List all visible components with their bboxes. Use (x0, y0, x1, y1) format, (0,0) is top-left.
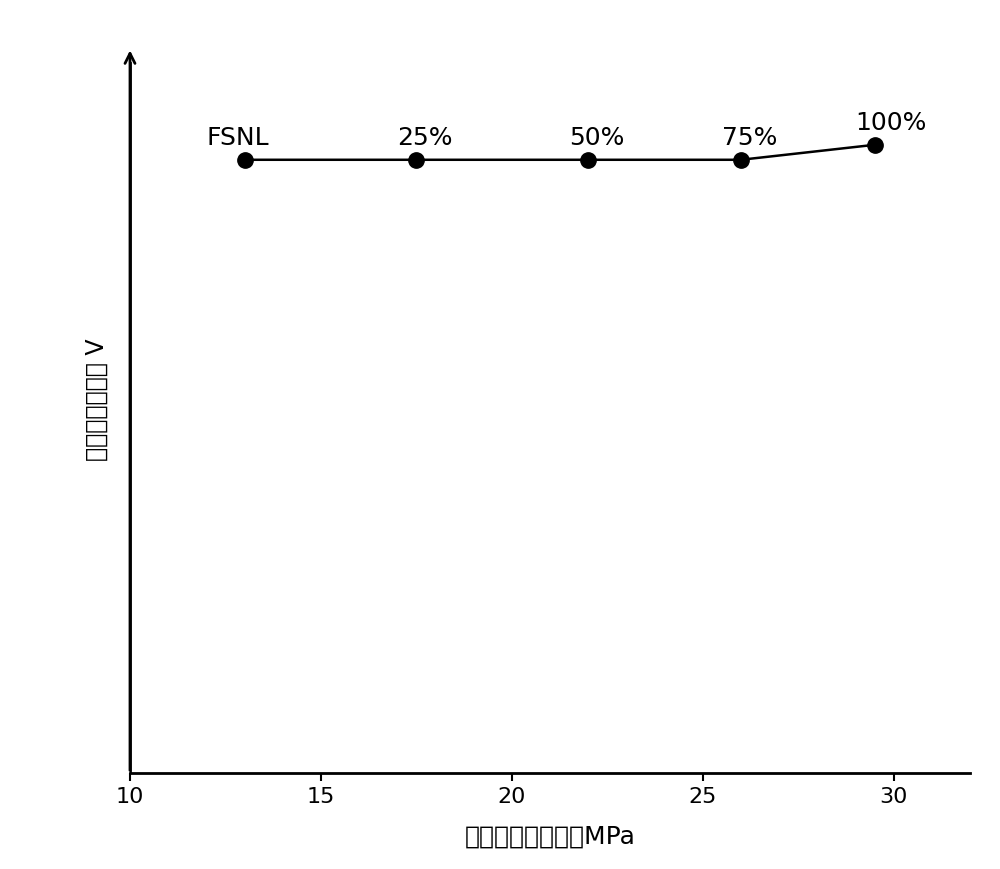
Y-axis label: 燃烧器喷出速度 V: 燃烧器喷出速度 V (85, 339, 109, 461)
X-axis label: 涡轮的入口压力，MPa: 涡轮的入口压力，MPa (465, 823, 635, 847)
Point (408, 154, 424, 168)
Text: 25%: 25% (397, 125, 453, 149)
Point (733, 154, 749, 168)
Text: 75%: 75% (722, 125, 777, 149)
Text: FSNL: FSNL (206, 125, 269, 149)
Point (237, 154, 253, 168)
Point (580, 154, 596, 168)
Text: 50%: 50% (569, 125, 624, 149)
Point (867, 139, 883, 153)
Text: 100%: 100% (855, 110, 927, 135)
